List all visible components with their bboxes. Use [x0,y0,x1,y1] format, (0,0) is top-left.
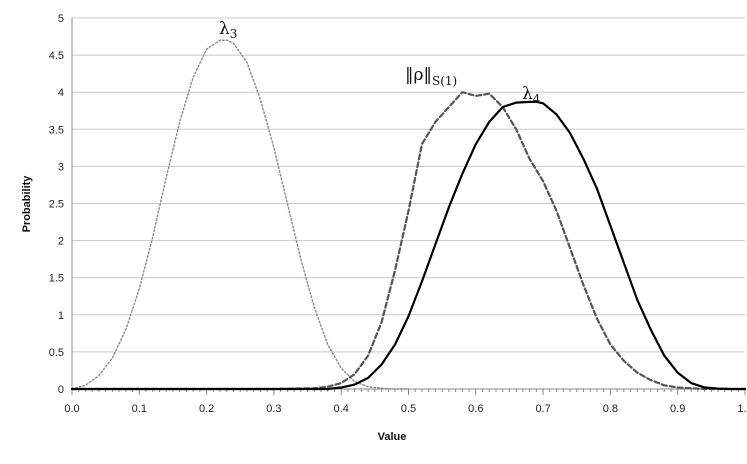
x-tick-label: 0.5 [401,403,416,415]
series-label-lambda3: λ3 [219,19,237,41]
x-tick-label: 0.6 [468,403,483,415]
y-tick-label: 0 [58,384,64,396]
x-tick-label: 0.9 [670,403,685,415]
x-tick-label: 0.2 [199,403,214,415]
series-label-lambda4: λ4 [522,84,541,106]
y-tick-label: 1 [58,310,64,322]
x-tick-label: 0.8 [603,403,618,415]
x-tick-label: 0.7 [535,403,550,415]
y-tick-labels: 0 0.5 1 1.5 2 2.5 3 3.5 4 4.5 5 [49,13,64,396]
y-tick-label: 3.5 [49,124,64,136]
y-tick-label: 0.5 [49,347,64,359]
x-tick-label: 1.0 [737,403,747,415]
x-tick-labels: 0.0 0.1 0.2 0.3 0.4 0.5 0.6 0.7 0.8 0.9 1.0 [64,403,747,415]
y-tick-label: 4.5 [49,50,64,62]
series-line-2 [70,100,747,391]
y-tick-label: 1.5 [49,273,64,285]
y-tick-label: 2 [58,236,64,248]
series-line-1 [70,91,747,391]
y-tick-label: 3 [58,161,64,173]
x-tick-label: 0.3 [266,403,281,415]
series-lines [70,39,747,391]
y-tick-label: 2.5 [49,199,64,211]
y-axis-title: Probability [21,175,33,233]
x-tick-label: 0.4 [334,403,349,415]
y-tick-label: 4 [58,87,64,99]
y-tick-label: 5 [58,13,64,25]
x-tick-label: 0.0 [64,403,79,415]
x-axis-title: Value [378,431,407,443]
series-label-rho-norm: ‖ρ‖S(1) [405,65,457,88]
x-tick-label: 0.1 [132,403,147,415]
gridlines [72,17,745,353]
